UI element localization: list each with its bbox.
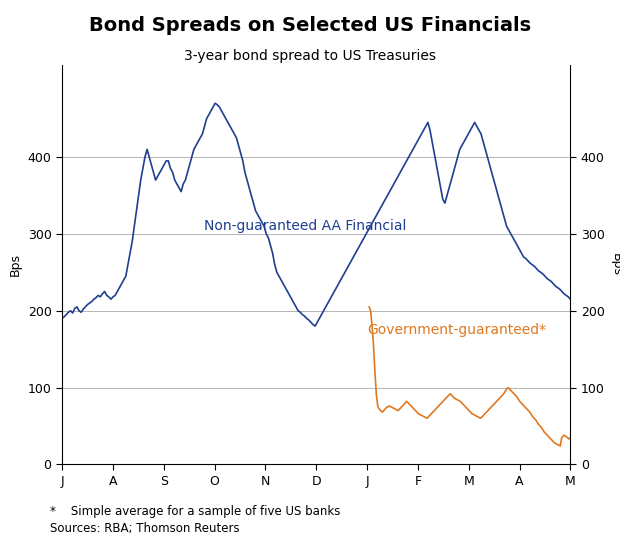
Text: Government-guaranteed*: Government-guaranteed*: [367, 323, 546, 337]
Text: Non-guaranteed AA Financial: Non-guaranteed AA Financial: [205, 219, 407, 233]
Y-axis label: Bps: Bps: [610, 253, 620, 276]
Text: Sources: RBA; Thomson Reuters: Sources: RBA; Thomson Reuters: [50, 522, 239, 535]
Y-axis label: Bps: Bps: [9, 253, 22, 276]
Text: *    Simple average for a sample of five US banks: * Simple average for a sample of five US…: [50, 505, 340, 518]
Text: Bond Spreads on Selected US Financials: Bond Spreads on Selected US Financials: [89, 16, 531, 35]
Text: 3-year bond spread to US Treasuries: 3-year bond spread to US Treasuries: [184, 49, 436, 63]
